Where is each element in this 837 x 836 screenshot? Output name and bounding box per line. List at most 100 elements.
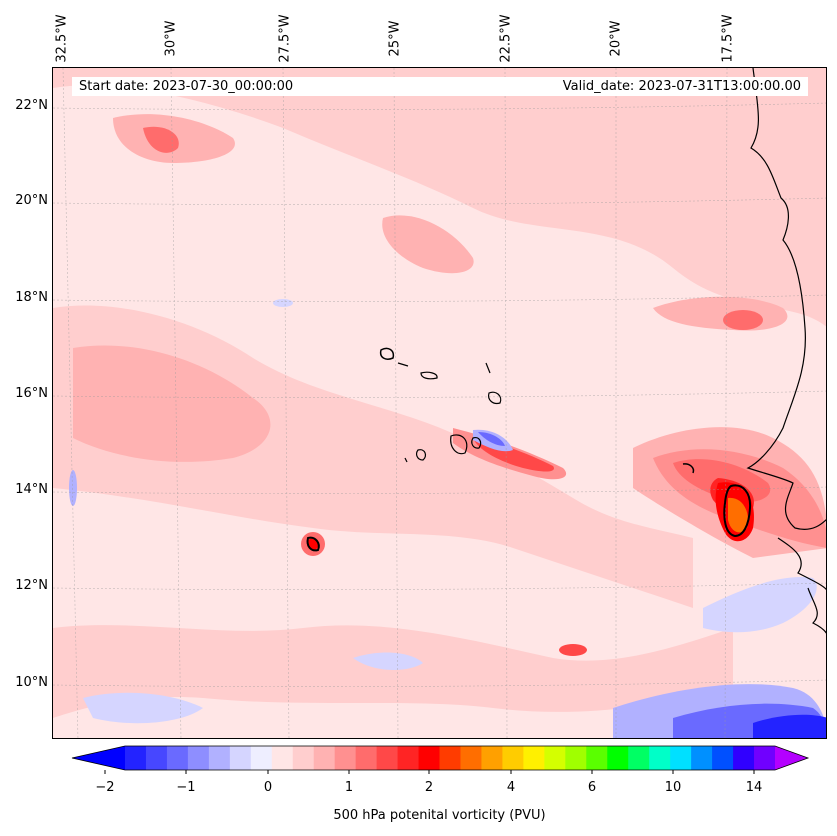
pv-region [273,299,293,307]
island [306,536,320,552]
gridline [724,68,728,738]
gridline [62,68,79,738]
gridline [53,679,826,687]
colorbar-swatch [229,746,252,770]
colorbar-swatch [355,746,378,770]
gridline [53,390,826,398]
colorbar-swatch [125,746,147,770]
colorbar-extend-min [72,746,125,770]
gridline [53,197,826,205]
lon-label-30w: 30°W [163,20,179,56]
colorbar-swatch [691,746,713,770]
colorbar-swatch [565,746,587,770]
island [450,434,468,455]
colorbar-outline [71,745,810,771]
colorbar-swatch [334,746,357,770]
pv-map [52,67,827,739]
colorbar-swatch [166,746,189,770]
colorbar-swatch [460,746,482,770]
lat-label-16n: 16°N [15,386,48,401]
africa-coastline [746,68,826,530]
lat-label-14n: 14°N [15,482,48,497]
lon-label-25w: 25°W [387,20,403,56]
colorbar-tick: 4 [506,780,516,795]
lat-label-12n: 12°N [15,578,48,593]
colorbar-tick: 6 [587,780,597,795]
island [416,449,427,461]
colorbar-swatch [670,746,692,770]
colorbar-tick: 1 [344,780,354,795]
island [485,362,491,374]
colorbar-title: 500 hPa potenital vorticity (PVU) [333,808,546,823]
pv-region [753,714,826,738]
gridline [53,294,826,302]
colorbar-swatch [145,746,168,770]
lon-label-22-5w: 22.5°W [498,13,514,63]
colorbar-swatch [397,746,420,770]
island [471,437,482,449]
colorbar-swatch [481,746,503,770]
colorbar-tick: 0 [263,780,273,795]
coastlines [306,68,826,634]
colorbar-swatch [292,746,315,770]
colorbar-tick: 14 [745,780,763,795]
pv-region [559,644,587,656]
island [682,463,695,474]
lat-label-18n: 18°N [15,290,48,305]
lon-label-32-5w: 32.5°W [54,13,70,63]
valid-date-label: Valid_date: 2023-07-31T13:00:00.00 [562,79,801,94]
pv-region [723,310,763,330]
colorbar-swatch [208,746,231,770]
island [723,484,752,538]
lat-label-22n: 22°N [15,98,48,113]
gridline [504,68,508,738]
colorbar-swatch [271,746,294,770]
lon-label-27-5w: 27.5°W [277,13,293,63]
colorbar-swatch [376,746,399,770]
colorbar [71,745,810,774]
pv-region [703,577,817,633]
gridline [282,68,290,738]
colorbar-swatch [250,746,273,770]
colorbar-swatch [712,746,734,770]
island [488,391,502,405]
pv-region [53,68,826,327]
start-date-label: Start date: 2023-07-30_00:00:00 [79,79,294,94]
pv-field [53,68,826,738]
pv-region [728,497,749,533]
pv-region [143,126,179,153]
pv-region [53,625,733,718]
lon-label-20w: 20°W [608,20,624,56]
lat-label-10n: 10°N [15,675,48,690]
colorbar-swatch [628,746,650,770]
colorbar-swatch [502,746,524,770]
colorbar-tick: −2 [95,780,115,795]
pv-region [353,652,423,670]
pv-region [73,345,271,462]
colorbar-tick: −1 [176,780,196,795]
colorbar-swatch [607,746,629,770]
lon-label-17-5w: 17.5°W [720,13,736,63]
colorbar-tick: 10 [664,780,682,795]
gridline [393,68,399,738]
pv-region [382,215,474,274]
coast-guinea [807,587,826,634]
colorbar-swatch [187,746,210,770]
gridline [170,68,182,738]
colorbar-swatch [733,746,755,770]
pv-contours [53,68,826,738]
colorbar-swatch [544,746,566,770]
colorbar-swatch [439,746,461,770]
island [404,457,408,463]
gridline [53,102,826,110]
pv-region [83,692,203,724]
gridline [53,486,826,494]
pv-region [69,470,77,506]
date-info-box: Start date: 2023-07-30_00:00:00 Valid_da… [72,77,808,96]
pv-region [478,432,505,446]
island [420,371,438,380]
colorbar-swatch [586,746,608,770]
colorbar-swatch [523,746,545,770]
lat-label-20n: 20°N [15,193,48,208]
colorbar-swatch [754,746,776,770]
